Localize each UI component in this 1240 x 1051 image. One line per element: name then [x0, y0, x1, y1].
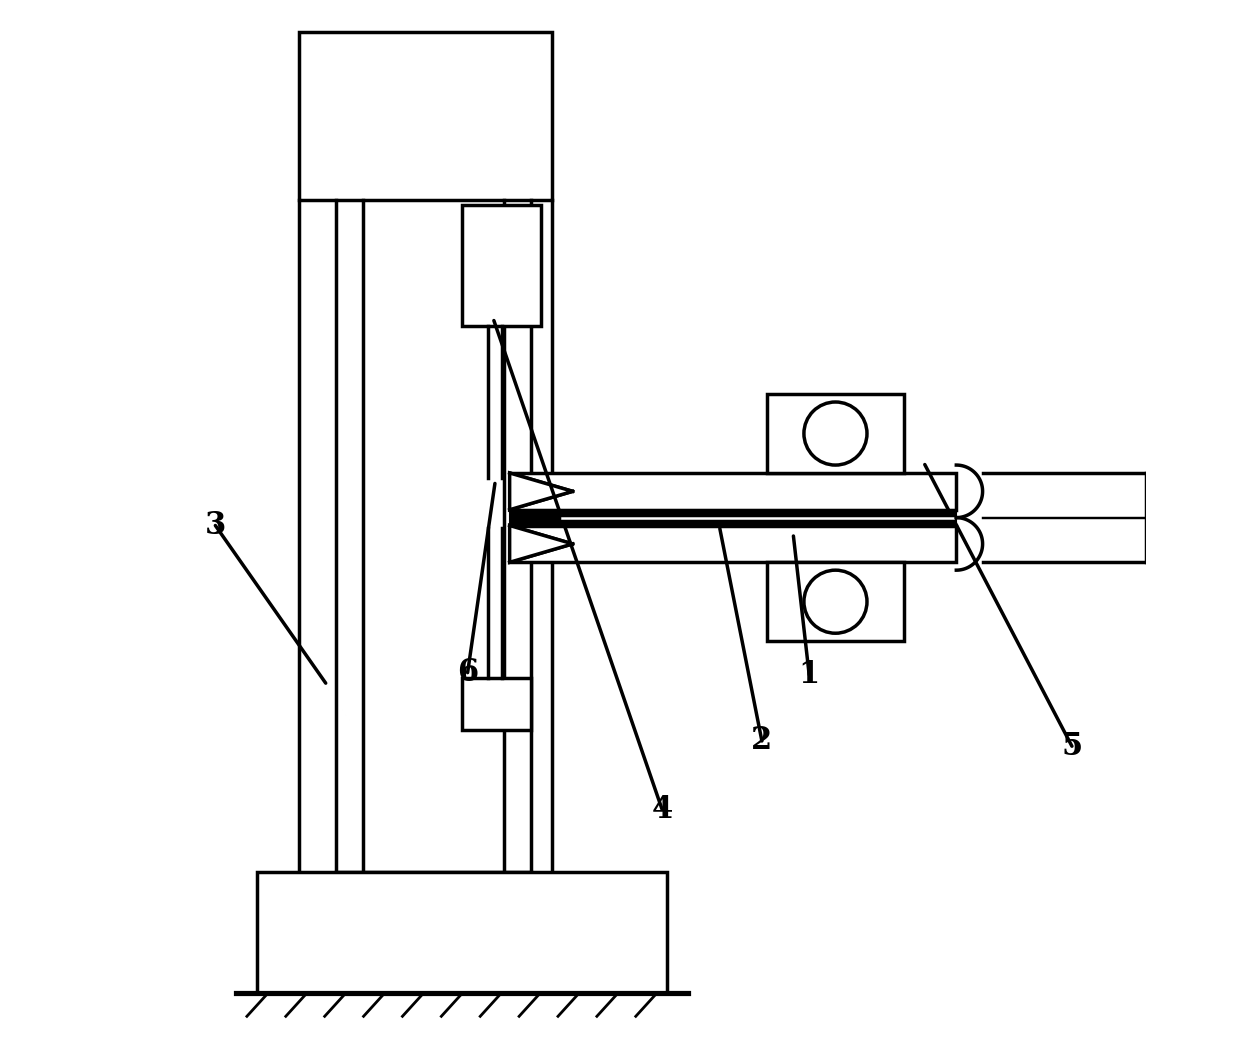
Text: 1: 1	[799, 659, 820, 691]
Text: 4: 4	[651, 794, 672, 825]
Bar	[463, 205, 541, 326]
Polygon shape	[510, 473, 573, 510]
Bar	[258, 872, 667, 993]
Text: 5: 5	[1061, 730, 1083, 762]
Polygon shape	[510, 526, 573, 562]
Bar	[510, 510, 956, 526]
Bar	[768, 562, 904, 641]
Bar	[510, 526, 956, 562]
Text: 2: 2	[751, 725, 773, 757]
Bar	[299, 32, 552, 200]
Bar	[510, 473, 956, 510]
Text: 6: 6	[458, 657, 479, 688]
Bar	[463, 678, 531, 730]
Text: 3: 3	[205, 510, 226, 541]
Bar	[768, 394, 904, 473]
Bar	[510, 510, 956, 526]
